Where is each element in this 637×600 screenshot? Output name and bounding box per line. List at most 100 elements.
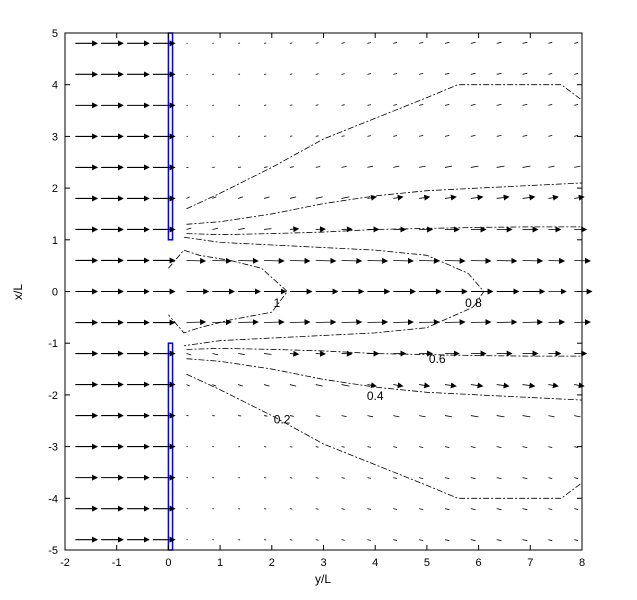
vector-arrow — [470, 508, 476, 511]
y-tick-label: 0 — [52, 287, 58, 299]
vector-arrow — [315, 446, 319, 448]
vector-arrow — [367, 165, 374, 168]
vector-arrow — [315, 196, 323, 199]
vector-arrow — [496, 477, 502, 480]
vector-arrow — [315, 257, 337, 264]
vector-arrow — [522, 103, 528, 106]
vector-arrow — [212, 257, 232, 264]
vector-arrow — [522, 415, 531, 418]
vector-arrow — [393, 194, 404, 201]
vector-arrow — [548, 165, 555, 168]
vector-arrow — [419, 135, 424, 137]
vector-arrow — [548, 415, 555, 418]
vector-arrow — [186, 384, 190, 387]
vector-arrow — [341, 477, 345, 479]
vector-arrow — [574, 103, 579, 106]
vector-arrow — [444, 103, 450, 106]
vector-arrow — [574, 72, 579, 75]
vector-arrows-group — [75, 40, 593, 543]
vector-arrow — [419, 415, 426, 418]
vector-arrow — [289, 226, 300, 233]
vector-arrow — [470, 257, 492, 264]
x-tick-label: 0 — [165, 557, 171, 569]
vector-arrow — [186, 353, 192, 356]
y-tick-label: 5 — [52, 28, 58, 40]
y-tick-label: 4 — [52, 80, 58, 92]
y-tick-label: -3 — [48, 442, 58, 454]
vector-arrow — [444, 319, 466, 326]
vector-arrow — [341, 384, 350, 387]
vector-arrow — [289, 319, 311, 326]
x-tick-label: 3 — [320, 557, 326, 569]
contour-label: 0.8 — [465, 296, 482, 310]
vector-arrow — [238, 228, 245, 230]
vector-arrow — [341, 73, 345, 75]
vector-arrow — [470, 477, 476, 480]
vector-arrow — [470, 103, 476, 106]
vector-arrow — [522, 477, 528, 480]
y-tick-label: 1 — [52, 235, 58, 247]
vector-arrow — [470, 382, 484, 389]
vector-arrow — [496, 103, 502, 106]
vector-arrow — [419, 539, 424, 542]
vector-arrow — [367, 415, 374, 418]
vector-arrow — [367, 477, 371, 479]
vector-arrow — [419, 103, 424, 106]
contour-label: 0.4 — [367, 389, 384, 403]
vector-arrow — [444, 257, 466, 264]
x-tick-label: -2 — [60, 557, 70, 569]
x-tick-label: 8 — [579, 557, 585, 569]
y-axis-label: x/L — [11, 284, 25, 300]
contour-line-0p8 — [183, 236, 485, 347]
vector-arrow — [212, 319, 232, 326]
vector-arrow — [367, 382, 377, 389]
vector-arrow — [393, 382, 404, 389]
y-axis-ticks: -5 -4 -3 -2 -1 0 1 2 3 4 5 — [48, 28, 582, 557]
vector-arrow — [444, 134, 450, 137]
vector-arrow — [367, 319, 389, 326]
contour-line-0p2-lower — [186, 373, 583, 499]
vector-arrow — [470, 319, 492, 326]
vector-arrow — [341, 415, 347, 418]
vector-arrow — [522, 539, 528, 542]
vector-arrow — [212, 384, 217, 387]
vector-arrow — [496, 382, 510, 389]
contour-lines-group — [168, 84, 583, 499]
vector-arrow — [393, 415, 400, 418]
vector-arrow — [393, 73, 398, 75]
vector-arrow — [367, 508, 371, 510]
vector-arrow — [522, 319, 544, 326]
vector-arrow — [263, 196, 270, 199]
vector-arrow — [444, 382, 457, 389]
vector-arrow — [548, 257, 566, 264]
vector-arrow — [263, 166, 268, 168]
vector-arrow — [419, 257, 440, 264]
vector-arrow — [548, 134, 553, 137]
vector-arrow — [419, 477, 424, 480]
vector-arrow — [238, 196, 243, 199]
vector-arrow — [341, 42, 345, 44]
vector-arrow — [315, 384, 323, 387]
vector-arrow — [341, 257, 363, 264]
vector-arrow — [574, 415, 581, 418]
vector-arrow — [470, 72, 476, 75]
vector-arrow — [367, 42, 371, 44]
vector-arrow — [522, 508, 528, 511]
vector-arrow — [444, 446, 450, 449]
vector-arrow — [238, 257, 259, 264]
vector-arrow — [522, 194, 536, 201]
y-tick-label: -2 — [48, 390, 58, 402]
vector-arrow — [496, 165, 505, 168]
vector-arrow — [548, 508, 553, 511]
x-axis-label: y/L — [315, 572, 331, 586]
vector-arrow — [522, 165, 531, 168]
vector-arrow — [315, 166, 321, 168]
vector-arrow — [496, 72, 502, 75]
vector-arrow — [341, 539, 345, 541]
y-tick-label: 2 — [52, 183, 58, 195]
contour-line-0p4-lower — [186, 358, 583, 401]
vector-arrow — [522, 446, 528, 449]
vector-arrow — [341, 508, 345, 510]
vector-arrow — [367, 257, 389, 264]
